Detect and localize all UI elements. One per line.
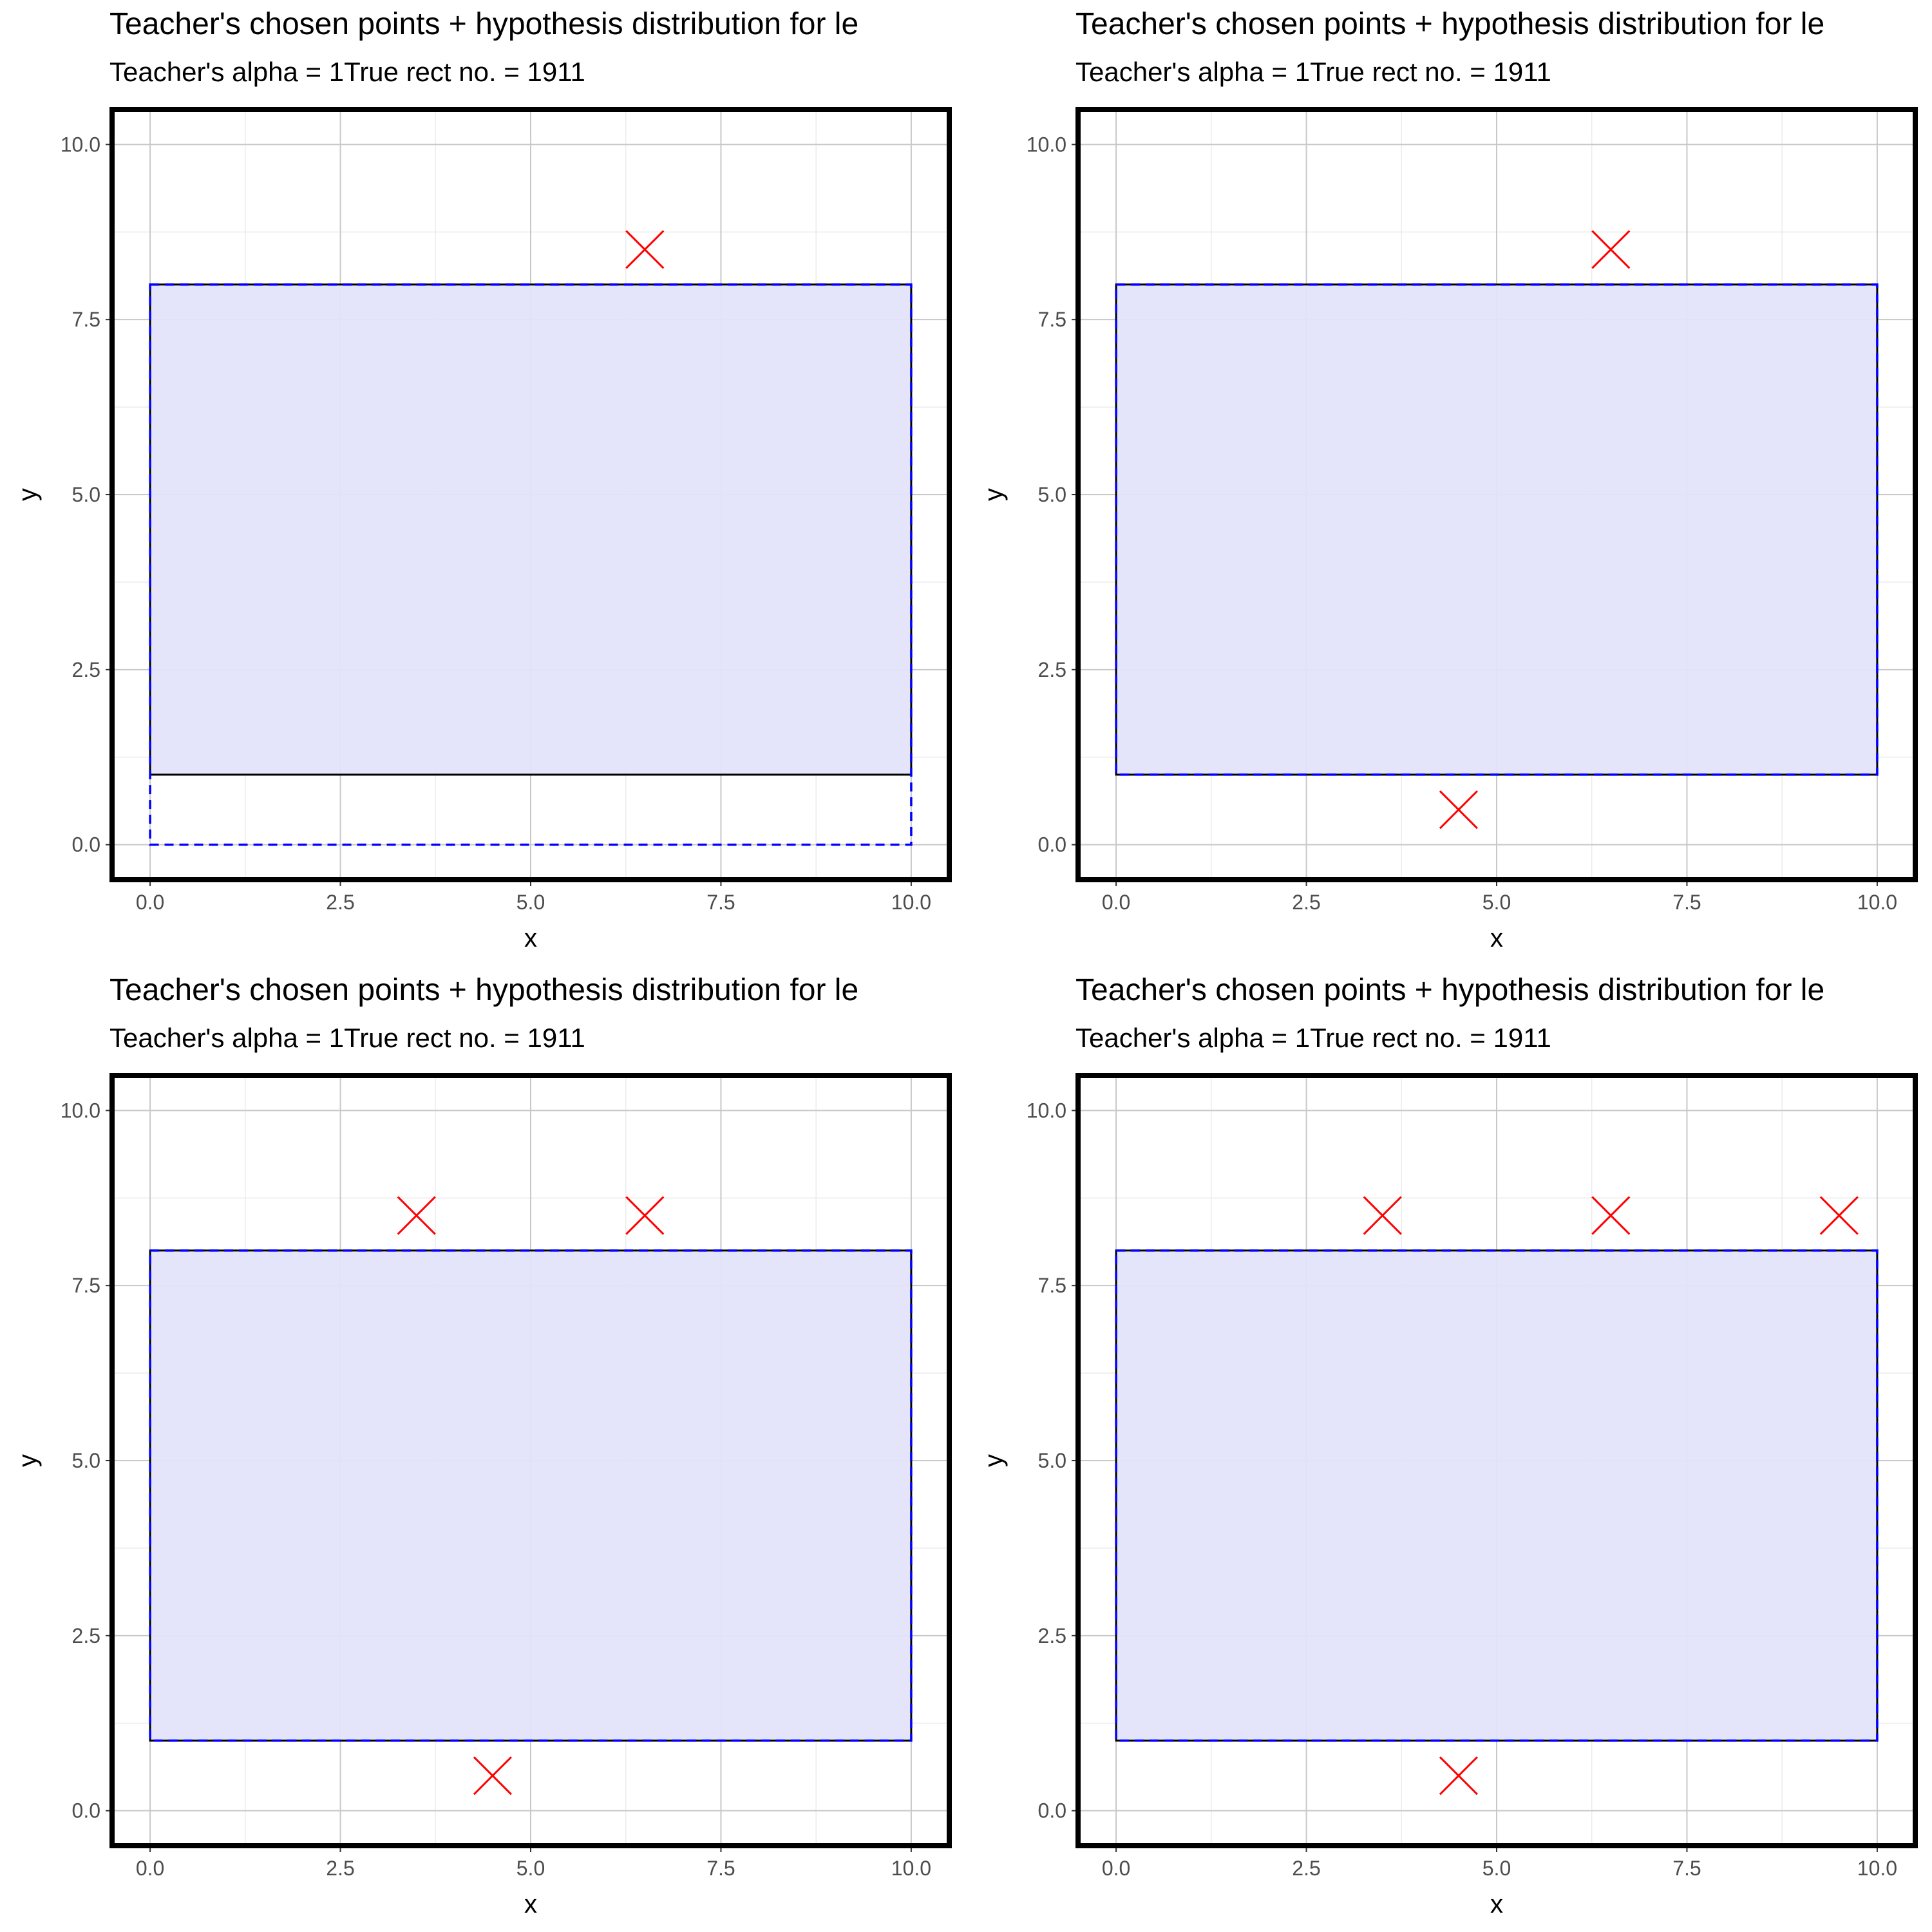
teacher-point (1439, 1756, 1478, 1795)
x-tick-label: 2.5 (326, 891, 354, 914)
hypothesis-rectangle (1115, 1249, 1879, 1742)
x-tick-label: 10.0 (1857, 891, 1897, 914)
hypothesis-rectangle (149, 1249, 913, 1742)
y-axis-title: y (14, 488, 42, 501)
x-cross-icon (1439, 1756, 1478, 1795)
teacher-point (473, 1756, 512, 1795)
chart-subtitle: Teacher's alpha = 1True rect no. = 1911 (109, 57, 585, 87)
y-tick-label: 5.0 (72, 483, 100, 506)
y-tick-label: 2.5 (1038, 658, 1066, 681)
y-axis-title: y (980, 488, 1008, 501)
chart-panel-2: Teacher's chosen points + hypothesis dis… (966, 0, 1932, 966)
x-tick-label: 0.0 (1102, 891, 1130, 914)
x-tick-label: 5.0 (516, 891, 545, 914)
y-tick-label: 5.0 (72, 1449, 100, 1472)
chart-subtitle: Teacher's alpha = 1True rect no. = 1911 (1075, 1023, 1551, 1053)
y-axis-title: y (14, 1454, 42, 1467)
chart-subtitle: Teacher's alpha = 1True rect no. = 1911 (1075, 57, 1551, 87)
panel-border (1075, 107, 1918, 882)
x-axis-title: x (524, 1890, 537, 1918)
x-cross-icon (1819, 1196, 1859, 1235)
x-cross-icon (1591, 1196, 1631, 1235)
x-tick-label: 7.5 (706, 891, 735, 914)
x-tick-label: 0.0 (136, 891, 164, 914)
y-tick-label: 2.5 (1038, 1624, 1066, 1647)
chart-title: Teacher's chosen points + hypothesis dis… (109, 973, 859, 1007)
y-tick-label: 10.0 (1027, 133, 1066, 156)
x-tick-label: 2.5 (1292, 891, 1320, 914)
x-cross-icon (625, 230, 665, 269)
y-tick-label: 7.5 (1038, 1274, 1066, 1297)
x-tick-label: 5.0 (1482, 1857, 1511, 1880)
true-rectangle (1115, 283, 1879, 776)
teacher-point (1819, 1196, 1859, 1235)
plot-area: 0.0 2.5 5.0 7.5 10.0 0.0 2.5 5.0 7.5 10.0 x y (980, 107, 1918, 952)
chart-panel-3: Teacher's chosen points + hypothesis dis… (0, 966, 966, 1932)
panel-border (109, 107, 952, 882)
x-axis-title: x (1490, 924, 1503, 952)
teacher-point (1591, 230, 1631, 269)
teacher-point (1591, 1196, 1631, 1235)
chart-title: Teacher's chosen points + hypothesis dis… (109, 7, 859, 41)
x-tick-label: 5.0 (1482, 891, 1511, 914)
x-cross-icon (473, 1756, 512, 1795)
chart-title: Teacher's chosen points + hypothesis dis… (1075, 973, 1825, 1007)
x-cross-icon (397, 1196, 436, 1235)
plot-area: 0.0 2.5 5.0 7.5 10.0 0.0 2.5 5.0 7.5 10.0 x y (14, 107, 952, 952)
y-tick-label: 0.0 (72, 833, 100, 857)
x-tick-label: 2.5 (326, 1857, 354, 1880)
chart-title: Teacher's chosen points + hypothesis dis… (1075, 7, 1825, 41)
x-tick-label: 0.0 (136, 1857, 164, 1880)
y-tick-label: 7.5 (1038, 308, 1066, 331)
x-tick-label: 7.5 (1672, 891, 1701, 914)
x-tick-label: 10.0 (891, 1857, 931, 1880)
panel-border (109, 1073, 952, 1848)
y-tick-label: 7.5 (72, 1274, 100, 1297)
y-tick-label: 0.0 (72, 1799, 100, 1823)
teacher-point (1363, 1196, 1402, 1235)
x-tick-label: 7.5 (706, 1857, 735, 1880)
x-tick-label: 0.0 (1102, 1857, 1130, 1880)
y-tick-label: 2.5 (72, 1624, 100, 1647)
true-rectangle (149, 1249, 913, 1742)
teacher-point (1439, 790, 1478, 829)
panel-border (1075, 1073, 1918, 1848)
plot-area: 0.0 2.5 5.0 7.5 10.0 0.0 2.5 5.0 7.5 10.0 x y (980, 1073, 1918, 1918)
true-rectangle (1115, 1249, 1879, 1742)
true-rectangle (149, 283, 913, 776)
x-tick-label: 5.0 (516, 1857, 545, 1880)
y-tick-label: 10.0 (61, 133, 100, 156)
y-tick-label: 5.0 (1038, 1449, 1066, 1472)
x-axis-title: x (524, 924, 537, 952)
hypothesis-rectangle (149, 283, 913, 846)
x-cross-icon (1363, 1196, 1402, 1235)
x-axis-title: x (1490, 1890, 1503, 1918)
y-tick-label: 10.0 (61, 1099, 100, 1122)
hypothesis-rectangle (1115, 283, 1879, 776)
x-tick-label: 7.5 (1672, 1857, 1701, 1880)
y-tick-label: 5.0 (1038, 483, 1066, 506)
chart-panel-1: Teacher's chosen points + hypothesis dis… (0, 0, 966, 966)
chart-subtitle: Teacher's alpha = 1True rect no. = 1911 (109, 1023, 585, 1053)
y-tick-label: 0.0 (1038, 1799, 1066, 1823)
chart-panel-4: Teacher's chosen points + hypothesis dis… (966, 966, 1932, 1932)
teacher-point (397, 1196, 436, 1235)
y-tick-label: 10.0 (1027, 1099, 1066, 1122)
plot-area: 0.0 2.5 5.0 7.5 10.0 0.0 2.5 5.0 7.5 10.0 x y (14, 1073, 952, 1918)
teacher-point (625, 230, 665, 269)
y-tick-label: 7.5 (72, 308, 100, 331)
x-cross-icon (625, 1196, 665, 1235)
y-tick-label: 2.5 (72, 658, 100, 681)
x-cross-icon (1439, 790, 1478, 829)
x-tick-label: 10.0 (1857, 1857, 1897, 1880)
x-tick-label: 2.5 (1292, 1857, 1320, 1880)
y-tick-label: 0.0 (1038, 833, 1066, 857)
x-tick-label: 10.0 (891, 891, 931, 914)
teacher-point (625, 1196, 665, 1235)
y-axis-title: y (980, 1454, 1008, 1467)
x-cross-icon (1591, 230, 1631, 269)
